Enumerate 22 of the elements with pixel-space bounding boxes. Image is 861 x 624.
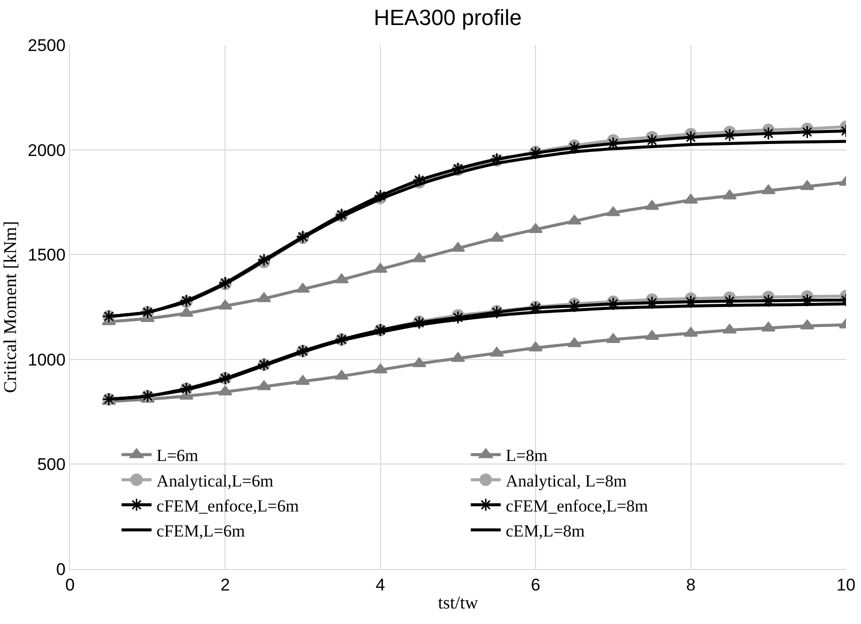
x-tick-label: 2 <box>220 575 230 594</box>
legend-label: Analytical, L=8m <box>506 471 627 490</box>
legend-label: cFEM_enfoce,L=8m <box>506 496 648 516</box>
y-axis-title: Critical Moment [kNm] <box>0 221 20 393</box>
y-tick-label: 1000 <box>28 350 66 370</box>
legend-label: Analytical,L=6m <box>156 471 274 490</box>
legend-label: L=8m <box>506 446 548 466</box>
legend-label: L=6m <box>156 446 198 466</box>
legend-label: cFEM,L=6m <box>156 522 246 541</box>
y-tick-label: 2000 <box>28 140 66 160</box>
x-axis-title: tst/tw <box>438 592 478 612</box>
x-tick-label: 8 <box>686 575 696 594</box>
x-tick-label: 4 <box>376 575 386 594</box>
chart-title: HEA300 profile <box>374 4 522 30</box>
x-tick-label: 6 <box>530 575 540 594</box>
legend-label: cEM,L=8m <box>506 522 585 541</box>
y-tick-label: 1500 <box>28 246 66 265</box>
y-tick-label: 0 <box>56 560 66 579</box>
y-tick-label: 2500 <box>28 36 66 55</box>
legend-label: cFEM_enfoce,L=6m <box>156 496 299 516</box>
y-tick-label: 500 <box>37 455 66 474</box>
x-tick-label: 10 <box>836 575 856 594</box>
